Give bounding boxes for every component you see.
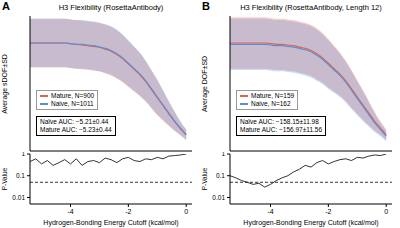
svg-text:0.01: 0.01 bbox=[12, 194, 25, 201]
svg-text:0: 0 bbox=[384, 208, 388, 215]
svg-text:-4: -4 bbox=[67, 208, 73, 215]
html-text:Mature, N=900: Mature, N=900 bbox=[51, 92, 95, 99]
svg-text:B: B bbox=[202, 0, 210, 12]
svg-text:Hydrogen-Bonding Energy Cutoff: Hydrogen-Bonding Energy Cutoff (kcal/mol… bbox=[243, 219, 378, 227]
svg-text:-4: -4 bbox=[267, 208, 273, 215]
svg-text:P-Value: P-Value bbox=[201, 167, 208, 190]
html-text:Naive, N=1011: Naive, N=1011 bbox=[51, 100, 94, 107]
svg-text:0.1: 0.1 bbox=[216, 172, 225, 179]
svg-text:1: 1 bbox=[221, 152, 225, 157]
svg-text:Hydrogen-Bonding Energy Cutoff: Hydrogen-Bonding Energy Cutoff (kcal/mol… bbox=[43, 219, 178, 227]
svg-text:0.01: 0.01 bbox=[212, 194, 225, 201]
svg-text:A: A bbox=[8, 0, 10, 12]
html-text:Mature AUC: −5.23±0.44: Mature AUC: −5.23±0.44 bbox=[40, 126, 112, 133]
svg-text:Average DOF±SD: Average DOF±SD bbox=[201, 56, 209, 112]
svg-text:1: 1 bbox=[21, 152, 25, 157]
svg-text:-2: -2 bbox=[125, 208, 131, 215]
html-text:Mature AUC: −156.97±11.56: Mature AUC: −156.97±11.56 bbox=[240, 126, 322, 133]
svg-text:0: 0 bbox=[184, 208, 188, 215]
svg-text:Average sDOF±SD: Average sDOF±SD bbox=[8, 54, 9, 114]
svg-text:H3 Flexibility (RosettaAntibod: H3 Flexibility (RosettaAntibody) bbox=[59, 3, 164, 12]
html-text:Mature, N=159: Mature, N=159 bbox=[251, 92, 295, 99]
svg-text:H3 Flexibility (RosettaAntibod: H3 Flexibility (RosettaAntibody, Length … bbox=[240, 3, 382, 12]
svg-text:-2: -2 bbox=[325, 208, 331, 215]
html-text:Naïve AUC: −158.15±11.98: Naïve AUC: −158.15±11.98 bbox=[240, 118, 319, 125]
html-text:Naive, N=162: Naive, N=162 bbox=[251, 100, 291, 107]
svg-text:0.1: 0.1 bbox=[16, 172, 25, 179]
html-text:Naïve AUC: −5.21±0.44: Naïve AUC: −5.21±0.44 bbox=[40, 118, 109, 125]
